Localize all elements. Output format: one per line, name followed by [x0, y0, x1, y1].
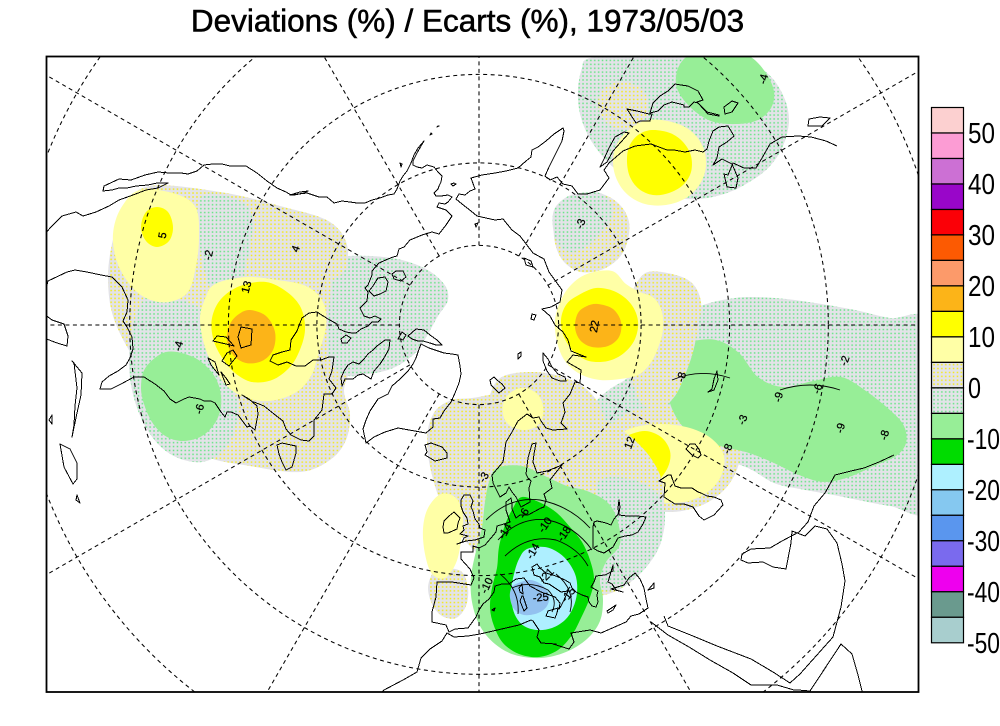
svg-text:40: 40	[968, 169, 995, 201]
svg-text:22: 22	[588, 319, 602, 333]
svg-text:50: 50	[968, 118, 995, 150]
svg-text:-9: -9	[834, 422, 848, 435]
svg-text:-10: -10	[967, 424, 1000, 456]
svg-text:-8: -8	[721, 442, 736, 455]
svg-text:-3: -3	[736, 413, 751, 426]
svg-text:-8: -8	[878, 429, 892, 442]
svg-text:-30: -30	[967, 526, 1000, 558]
svg-text:-2: -2	[838, 354, 853, 367]
svg-text:Deviations (%) / Ecarts (%), 1: Deviations (%) / Ecarts (%), 1973/05/03	[191, 3, 744, 39]
svg-text:-3: -3	[574, 217, 589, 230]
svg-text:-50: -50	[967, 628, 1000, 660]
svg-text:-2: -2	[202, 249, 216, 262]
svg-text:-25: -25	[532, 591, 549, 604]
svg-text:-4: -4	[757, 73, 771, 86]
svg-text:0: 0	[968, 373, 981, 405]
svg-text:30: 30	[968, 220, 995, 252]
svg-text:-8: -8	[675, 371, 689, 384]
svg-text:-6: -6	[193, 403, 207, 416]
svg-text:-40: -40	[967, 577, 1000, 609]
svg-text:20: 20	[968, 271, 995, 303]
svg-text:-9: -9	[772, 391, 786, 404]
svg-text:10: 10	[968, 322, 995, 354]
svg-text:-20: -20	[967, 475, 1000, 507]
svg-text:4: 4	[289, 244, 302, 254]
svg-text:-6: -6	[811, 382, 826, 395]
svg-text:12: 12	[622, 435, 637, 451]
svg-text:13: 13	[240, 280, 255, 295]
svg-text:5: 5	[157, 231, 170, 239]
svg-text:-4: -4	[172, 340, 186, 353]
